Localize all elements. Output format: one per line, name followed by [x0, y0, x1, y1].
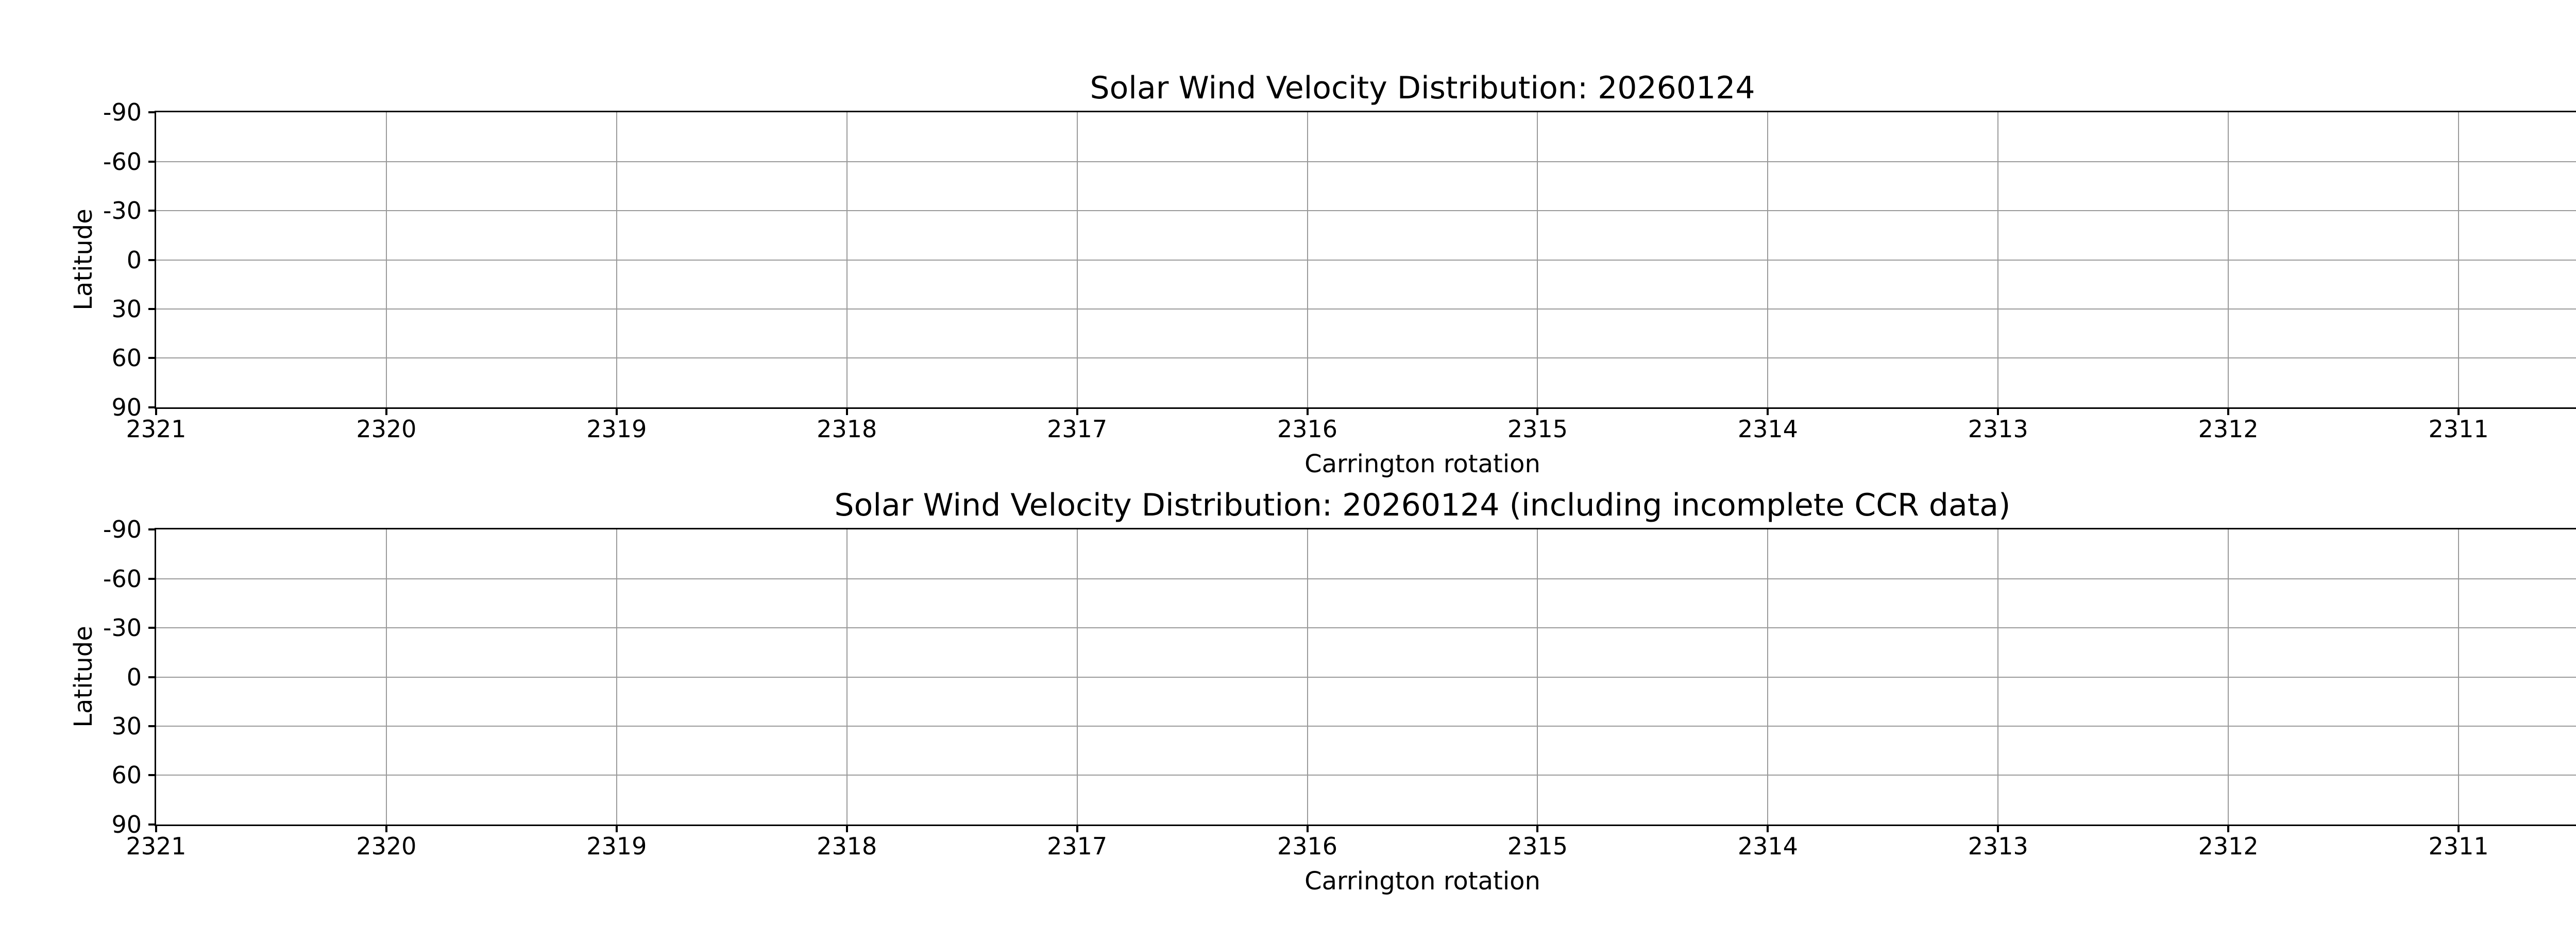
- x-tick-label: 2317: [1047, 415, 1108, 443]
- tick-mark: [148, 528, 156, 530]
- tick-mark: [148, 111, 156, 113]
- x-tick-label: 2312: [2198, 832, 2259, 860]
- y-tick-label: -30: [103, 196, 142, 225]
- tick-mark: [2458, 825, 2460, 832]
- bottom-panel-ylabel: Latitude: [69, 626, 98, 728]
- x-tick-label: 2317: [1047, 832, 1108, 860]
- tick-mark: [385, 825, 387, 832]
- x-tick-label: 2316: [1277, 415, 1338, 443]
- tick-mark: [148, 209, 156, 212]
- x-tick-label: 2313: [1968, 415, 2028, 443]
- tick-mark: [615, 825, 618, 832]
- x-tick-label: 2315: [1507, 832, 1568, 860]
- tick-mark: [148, 577, 156, 580]
- x-tick-label: 2319: [586, 832, 647, 860]
- tick-mark: [1767, 407, 1769, 415]
- top-panel-title: Solar Wind Velocity Distribution: 202601…: [1090, 70, 1755, 106]
- top-panel-plot-area: 2321 2320 2319 2318 2317 2316: [103, 100, 2576, 441]
- x-tick-label: 2315: [1507, 415, 1568, 443]
- x-tick-label: 2311: [2428, 415, 2489, 443]
- tick-mark: [2227, 407, 2230, 415]
- y-tick-label: 30: [111, 295, 142, 323]
- gridline-horizontal: [156, 775, 2576, 776]
- tick-mark: [1536, 825, 1539, 832]
- x-tick-label: 2314: [1737, 415, 1798, 443]
- top-panel-xlabel: Carrington rotation: [1304, 450, 1540, 478]
- x-tick-label: 2321: [126, 415, 187, 443]
- y-tick-label: -90: [103, 516, 142, 543]
- y-tick-label: 0: [126, 246, 142, 274]
- y-tick-label: 30: [111, 712, 142, 740]
- x-tick-label: 2314: [1737, 832, 1798, 860]
- bottom-panel-xlabel: Carrington rotation: [1304, 867, 1540, 896]
- y-tick-label: 0: [126, 663, 142, 691]
- tick-mark: [155, 825, 157, 832]
- tick-mark: [148, 725, 156, 727]
- x-tick-label: 2311: [2428, 832, 2489, 860]
- gridline-horizontal: [156, 210, 2576, 211]
- tick-mark: [148, 626, 156, 629]
- tick-mark: [1767, 825, 1769, 832]
- tick-mark: [1306, 825, 1309, 832]
- tick-mark: [845, 407, 848, 415]
- gridline-horizontal: [156, 578, 2576, 579]
- tick-mark: [615, 407, 618, 415]
- tick-mark: [2458, 407, 2460, 415]
- y-tick-label: -60: [103, 564, 142, 593]
- y-tick-label: 60: [111, 761, 142, 789]
- x-tick-label: 2313: [1968, 832, 2028, 860]
- y-tick-label: 90: [111, 811, 142, 838]
- tick-mark: [1076, 407, 1078, 415]
- gridline-horizontal: [156, 676, 2576, 678]
- tick-mark: [1536, 407, 1539, 415]
- top-panel-ylabel: Latitude: [69, 209, 98, 311]
- y-tick-label: -60: [103, 147, 142, 176]
- tick-mark: [1076, 825, 1078, 832]
- y-tick-label: 60: [111, 344, 142, 372]
- x-tick-label: 2320: [356, 415, 417, 443]
- tick-mark: [148, 406, 156, 408]
- tick-mark: [155, 407, 157, 415]
- tick-mark: [1997, 407, 1999, 415]
- tick-mark: [385, 407, 387, 415]
- x-tick-label: 2321: [126, 832, 187, 860]
- tick-mark: [2227, 825, 2230, 832]
- bottom-panel-title: Solar Wind Velocity Distribution: 202601…: [834, 487, 2011, 523]
- gridline-horizontal: [156, 259, 2576, 261]
- gridline-horizontal: [156, 161, 2576, 162]
- gridline-horizontal: [156, 726, 2576, 727]
- gridline-horizontal: [156, 357, 2576, 359]
- x-tick-label: 2318: [817, 832, 877, 860]
- y-tick-label: -90: [103, 98, 142, 126]
- gridline-horizontal: [156, 308, 2576, 310]
- tick-mark: [148, 357, 156, 359]
- tick-mark: [148, 823, 156, 826]
- x-tick-label: 2318: [817, 415, 877, 443]
- x-tick-label: 2316: [1277, 832, 1338, 860]
- tick-mark: [148, 259, 156, 261]
- tick-mark: [845, 825, 848, 832]
- x-tick-label: 2319: [586, 415, 647, 443]
- x-tick-label: 2312: [2198, 415, 2259, 443]
- y-tick-label: 90: [111, 393, 142, 421]
- y-tick-label: -30: [103, 613, 142, 642]
- tick-mark: [148, 160, 156, 163]
- x-tick-label: 2320: [356, 832, 417, 860]
- tick-mark: [148, 774, 156, 777]
- tick-mark: [1997, 825, 1999, 832]
- tick-mark: [1306, 407, 1309, 415]
- tick-mark: [148, 308, 156, 310]
- bottom-panel-plot-area: 2321 2320 2319 2318 2317 2316: [103, 517, 2576, 859]
- gridline-horizontal: [156, 627, 2576, 628]
- tick-mark: [148, 676, 156, 678]
